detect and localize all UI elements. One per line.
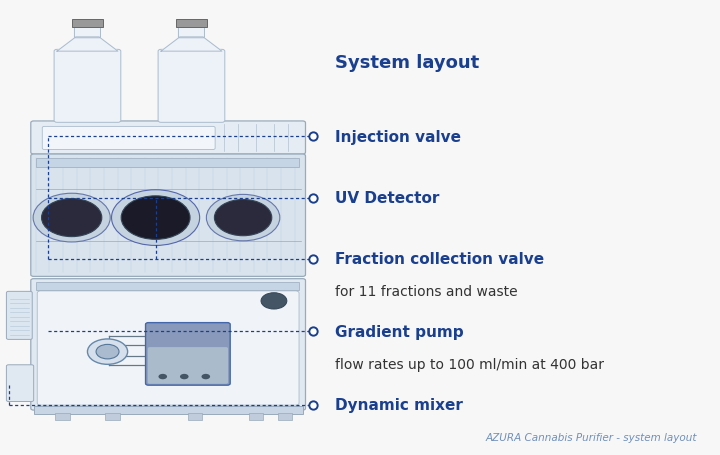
Bar [188, 413, 202, 420]
FancyBboxPatch shape [158, 50, 225, 123]
FancyBboxPatch shape [31, 279, 305, 410]
Text: Gradient pump: Gradient pump [335, 324, 464, 339]
FancyBboxPatch shape [6, 292, 32, 339]
FancyBboxPatch shape [148, 347, 228, 384]
FancyBboxPatch shape [31, 155, 305, 277]
Circle shape [180, 374, 189, 379]
Circle shape [42, 199, 102, 237]
Bar [34, 407, 302, 414]
FancyBboxPatch shape [31, 121, 305, 155]
Bar [277, 413, 292, 420]
Bar [71, 20, 104, 28]
Circle shape [112, 190, 199, 246]
Circle shape [215, 200, 271, 236]
Circle shape [158, 374, 167, 379]
Bar [249, 413, 264, 420]
Circle shape [121, 197, 190, 240]
Bar [176, 20, 207, 28]
Circle shape [202, 374, 210, 379]
Bar [36, 159, 299, 168]
Text: flow rates up to 100 ml/min at 400 bar: flow rates up to 100 ml/min at 400 bar [335, 357, 604, 371]
FancyBboxPatch shape [145, 323, 230, 385]
FancyBboxPatch shape [54, 50, 121, 123]
Text: Injection valve: Injection valve [335, 130, 461, 145]
Polygon shape [161, 38, 222, 52]
FancyBboxPatch shape [6, 365, 34, 402]
Text: for 11 fractions and waste: for 11 fractions and waste [335, 285, 518, 298]
Circle shape [96, 344, 119, 359]
Text: AZURA Cannabis Purifier - system layout: AZURA Cannabis Purifier - system layout [485, 432, 697, 442]
Bar [105, 413, 120, 420]
Circle shape [261, 293, 287, 309]
FancyBboxPatch shape [74, 27, 101, 39]
Circle shape [87, 339, 127, 364]
FancyBboxPatch shape [179, 27, 204, 39]
Bar [55, 413, 70, 420]
Text: UV Detector: UV Detector [335, 191, 439, 206]
Polygon shape [57, 38, 118, 52]
Circle shape [33, 194, 110, 243]
Text: System layout: System layout [335, 53, 479, 71]
Circle shape [207, 195, 280, 241]
FancyBboxPatch shape [37, 291, 299, 405]
Bar [36, 283, 299, 291]
Text: Fraction collection valve: Fraction collection valve [335, 252, 544, 267]
FancyBboxPatch shape [42, 127, 215, 150]
Text: Dynamic mixer: Dynamic mixer [335, 397, 463, 412]
